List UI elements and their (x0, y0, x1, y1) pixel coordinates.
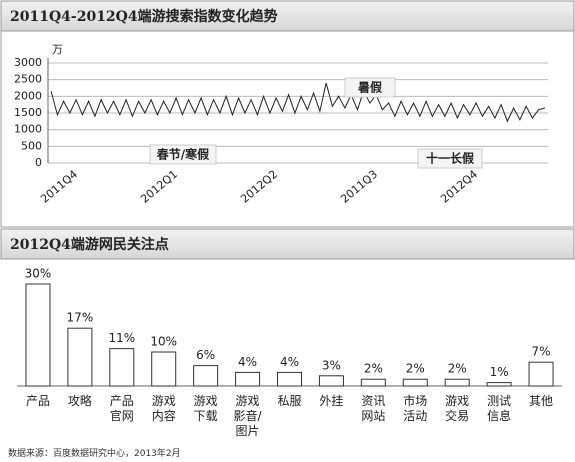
value-label: 2% (364, 362, 383, 376)
x-tick-label: 2012Q1 (138, 168, 180, 206)
x-tick-label: 攻略 (67, 394, 92, 408)
annotation-box (344, 77, 396, 98)
value-label: 4% (238, 355, 257, 369)
bar (318, 375, 344, 387)
value-label: 3% (322, 358, 341, 372)
value-label: 10% (150, 335, 177, 349)
y-tick-label: 3000 (14, 56, 42, 69)
x-tick-label: 外挂 (319, 394, 344, 408)
y-tick-label: 2000 (14, 89, 42, 102)
x-tick-label: 游戏 内容 (151, 394, 176, 423)
header-bar (0, 228, 575, 260)
value-label: 6% (196, 348, 215, 362)
x-tick-label: 2011Q4 (38, 168, 80, 206)
source: 数据来源：百度数据研究中心，2013年2月 (8, 449, 181, 459)
bar (235, 371, 261, 387)
x-tick-label: 游戏 下载 (193, 394, 218, 423)
header-bar (0, 0, 575, 32)
y-tick-label: 1000 (14, 123, 42, 136)
bar (486, 382, 512, 387)
chart-title: 2012Q4端游网民关注点 (10, 236, 169, 253)
value-label: 17% (67, 311, 94, 325)
bar (67, 327, 93, 387)
x-tick-label: 私服 (277, 394, 302, 408)
annotation: 春节/寒假 (156, 147, 210, 162)
chart-title: 2011Q4-2012Q4端游搜索指数变化趋势 (10, 8, 278, 25)
x-tick-label: 产品 (25, 394, 50, 408)
x-tick-label: 市场 活动 (403, 394, 428, 423)
y-tick-label: 0 (35, 156, 42, 169)
value-label: 2% (406, 362, 425, 376)
x-tick-label: 游戏 影音/ 图片 (233, 394, 262, 438)
bar (151, 351, 177, 387)
x-tick-label: 2011Q3 (338, 168, 380, 206)
x-tick-label: 2012Q2 (238, 168, 280, 206)
y-tick-label: 1500 (14, 106, 42, 119)
annotation-box (149, 144, 217, 165)
bar (25, 283, 51, 387)
annotation: 十一长假 (426, 151, 475, 166)
value-label: 2% (448, 362, 467, 376)
panel-frame (0, 0, 575, 228)
value-label: 1% (490, 365, 509, 379)
x-tick-label: 其他 (529, 394, 554, 408)
value-label: 7% (532, 345, 551, 359)
line-series (50, 82, 546, 123)
value-label: 30% (25, 267, 52, 281)
bar (528, 361, 554, 387)
bar (444, 378, 470, 387)
x-tick-label: 2012Q4 (438, 168, 480, 206)
x-tick-label: 游戏 交易 (445, 394, 470, 423)
bar (360, 378, 386, 387)
y-tick-label: 2500 (14, 73, 42, 86)
bar (402, 378, 428, 387)
value-label: 11% (108, 331, 135, 345)
value-label: 4% (280, 355, 299, 369)
bar (277, 371, 302, 387)
bar (193, 365, 219, 387)
annotation-box (417, 148, 483, 169)
y-unit: 万 (52, 43, 63, 56)
x-tick-label: 产品 官网 (109, 394, 134, 423)
x-tick-label: 测试 信息 (487, 394, 512, 423)
bar (109, 348, 135, 387)
y-tick-label: 500 (21, 139, 42, 152)
x-tick-label: 资讯 网站 (361, 394, 386, 423)
annotation: 暑假 (358, 80, 383, 95)
